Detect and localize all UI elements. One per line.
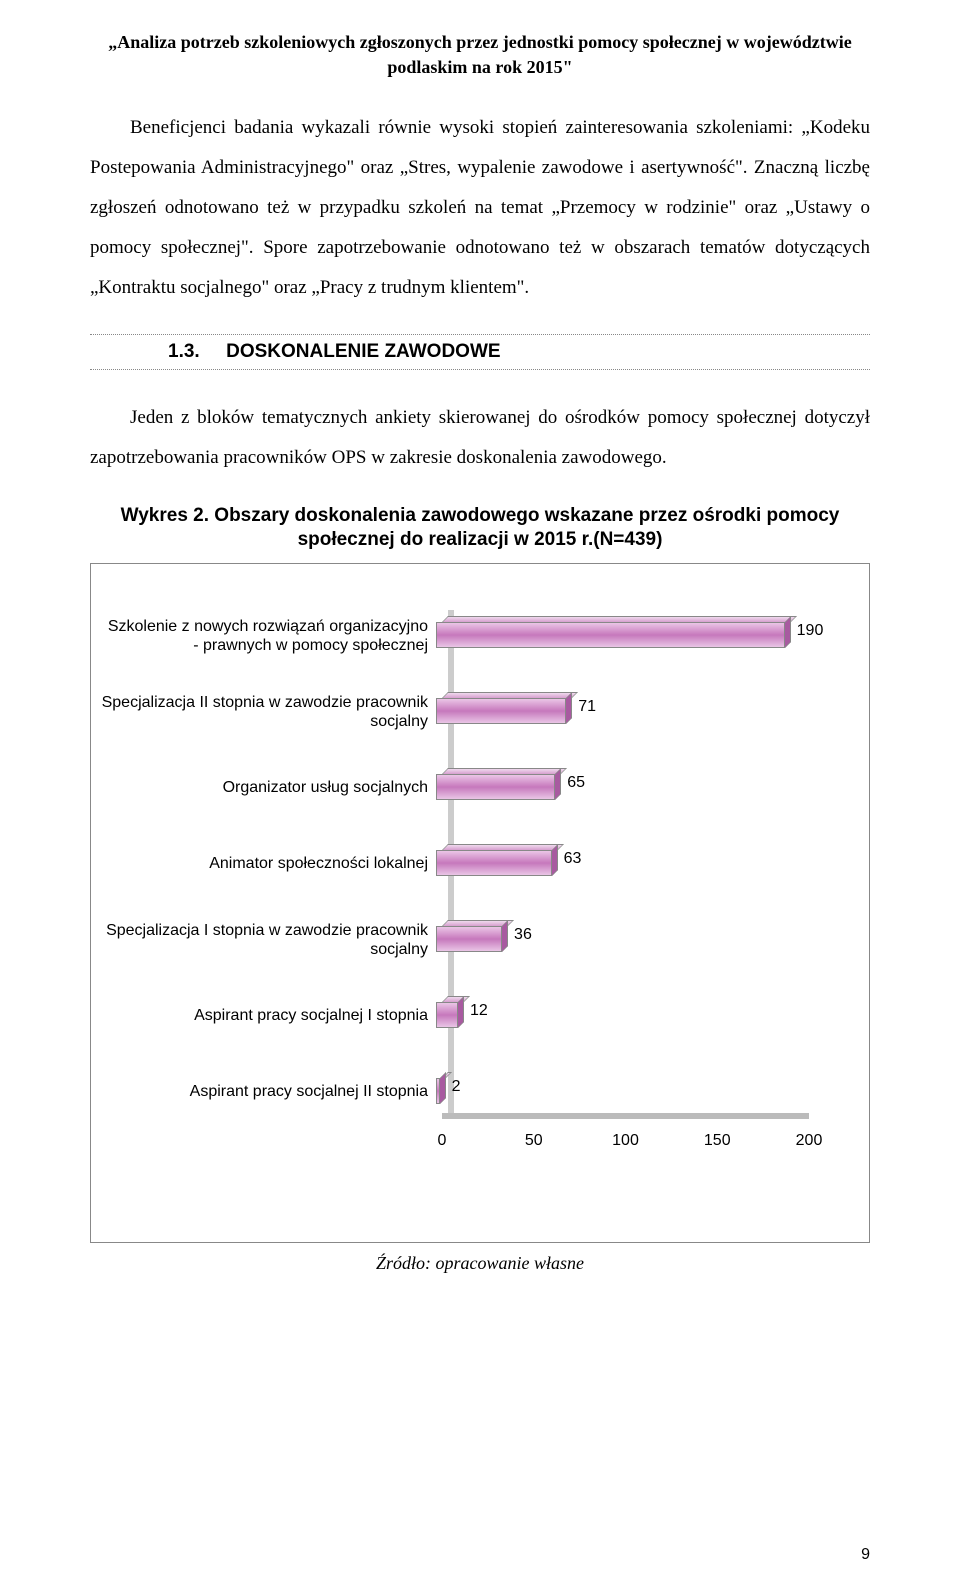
paragraph-1: Beneficjenci badania wykazali równie wys… — [90, 108, 870, 307]
bar-label: Szkolenie z nowych rozwiązań organizacyj… — [101, 617, 436, 655]
header-line2: podlaskim na rok 2015" — [387, 57, 572, 77]
x-tick-label: 200 — [796, 1132, 823, 1150]
bar-label: Specjalizacja II stopnia w zawodzie prac… — [101, 693, 436, 731]
bar-value: 71 — [578, 698, 596, 716]
bar-row: Aspirant pracy socjalnej II stopnia 2 — [101, 1072, 839, 1112]
bar-front — [436, 698, 566, 724]
bar-value: 36 — [514, 926, 532, 944]
bar-side-face — [566, 692, 572, 724]
bar-label: Animator społeczności lokalnej — [101, 854, 436, 873]
x-tick-label: 0 — [438, 1132, 447, 1150]
bar-value: 65 — [567, 774, 585, 792]
bar-side-face — [502, 920, 508, 952]
bar-row: Animator społeczności lokalnej 63 — [101, 844, 839, 884]
x-tick-label: 100 — [612, 1132, 639, 1150]
chart-plot-area: Szkolenie z nowych rozwiązań organizacyj… — [101, 604, 839, 1174]
bar-row: Aspirant pracy socjalnej I stopnia 12 — [101, 996, 839, 1036]
bar-side-face — [458, 996, 464, 1028]
header-line1: „Analiza potrzeb szkoleniowych zgłoszony… — [108, 32, 851, 52]
source-text: Źródło: opracowanie własne — [90, 1253, 870, 1274]
bar-value: 190 — [797, 622, 824, 640]
bar-label: Aspirant pracy socjalnej II stopnia — [101, 1082, 436, 1101]
bar-front — [436, 774, 555, 800]
bar-value: 12 — [470, 1002, 488, 1020]
x-tick-label: 50 — [525, 1132, 543, 1150]
bar-side-face — [440, 1072, 446, 1104]
bar-side-face — [785, 616, 791, 648]
section-title: DOSKONALENIE ZAWODOWE — [226, 341, 500, 362]
bar-side-face — [555, 768, 561, 800]
bar-track: 63 — [436, 850, 839, 878]
bar-row: Organizator usług socjalnych 65 — [101, 768, 839, 808]
section-heading: 1.3. DOSKONALENIE ZAWODOWE — [90, 341, 870, 363]
chart-xticks: 050100150200 — [442, 1132, 809, 1152]
chart-title-line1: Wykres 2. Obszary doskonalenia zawodoweg… — [121, 505, 840, 526]
bar-value: 63 — [564, 850, 582, 868]
bar-row: Specjalizacja II stopnia w zawodzie prac… — [101, 692, 839, 732]
bar-front — [436, 850, 552, 876]
bar-track: 12 — [436, 1002, 839, 1030]
bar-row: Specjalizacja I stopnia w zawodzie praco… — [101, 920, 839, 960]
bar-label: Aspirant pracy socjalnej I stopnia — [101, 1006, 436, 1025]
chart-container: Szkolenie z nowych rozwiązań organizacyj… — [90, 563, 870, 1243]
bar-row: Szkolenie z nowych rozwiązań organizacyj… — [101, 616, 839, 656]
bar-side-face — [552, 844, 558, 876]
bar-track: 65 — [436, 774, 839, 802]
bar-value: 2 — [452, 1078, 461, 1096]
bar-track: 71 — [436, 698, 839, 726]
section-number: 1.3. — [168, 341, 200, 362]
bar-label: Organizator usług socjalnych — [101, 778, 436, 797]
bar-front — [436, 926, 502, 952]
paragraph-2: Jeden z bloków tematycznych ankiety skie… — [90, 398, 870, 478]
bar-track: 190 — [436, 622, 839, 650]
page-header: „Analiza potrzeb szkoleniowych zgłoszony… — [90, 30, 870, 80]
chart-title: Wykres 2. Obszary doskonalenia zawodoweg… — [90, 504, 870, 553]
bar-track: 2 — [436, 1078, 839, 1106]
bar-track: 36 — [436, 926, 839, 954]
page-number: 9 — [861, 1546, 870, 1564]
chart-axis-base — [442, 1113, 809, 1119]
bar-front — [436, 622, 785, 648]
bar-label: Specjalizacja I stopnia w zawodzie praco… — [101, 921, 436, 959]
x-tick-label: 150 — [704, 1132, 731, 1150]
bar-front — [436, 1002, 458, 1028]
chart-title-line2: społecznej do realizacji w 2015 r.(N=439… — [298, 529, 663, 550]
section-heading-container: 1.3. DOSKONALENIE ZAWODOWE — [90, 334, 870, 370]
